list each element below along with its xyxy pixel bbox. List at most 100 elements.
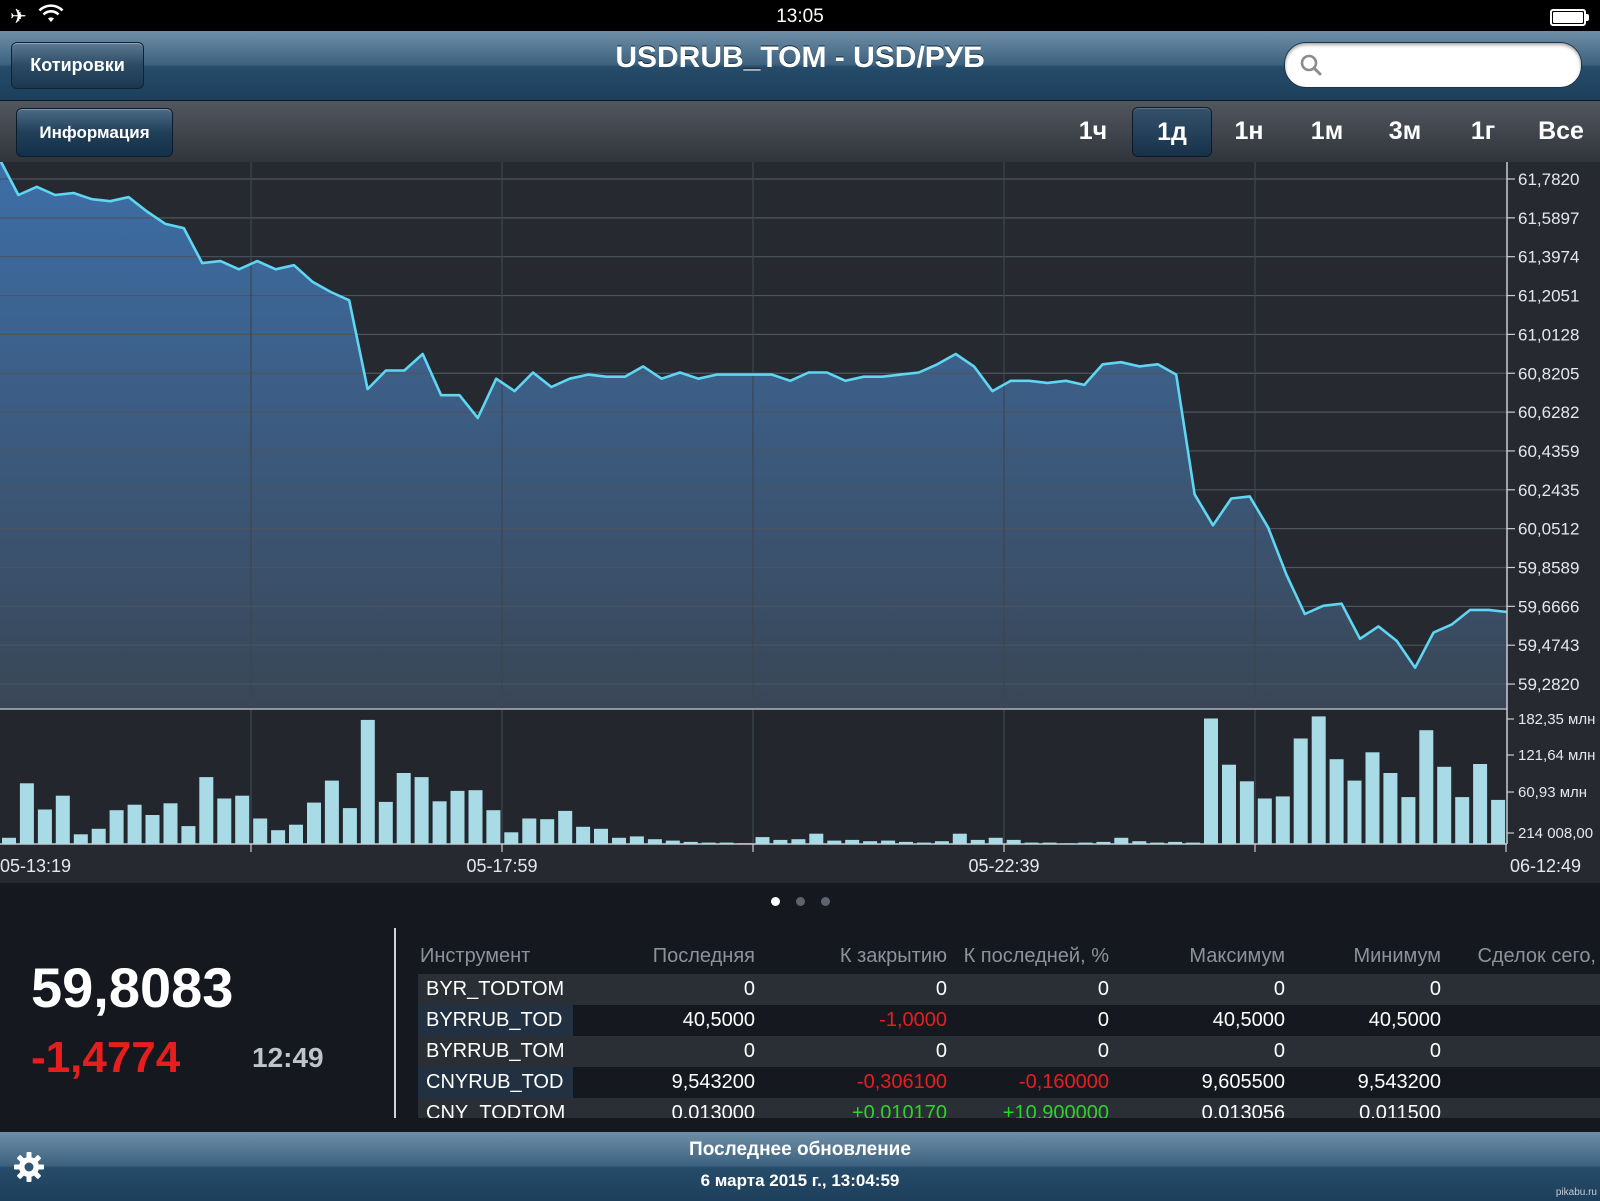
column-header[interactable]: К последней, % <box>963 945 1109 967</box>
price-tick-label: 61,0128 <box>1518 325 1579 344</box>
page-indicator[interactable] <box>0 893 1600 907</box>
volume-bar <box>665 840 680 844</box>
cell-deals <box>1445 1005 1600 1036</box>
volume-bar <box>360 719 375 844</box>
column-header[interactable]: К закрытию <box>839 945 947 967</box>
column-header[interactable]: Последняя <box>652 945 755 967</box>
chart-area[interactable]: 61,7820 61,5897 61,3974 61,2051 61,0128 60,82… <box>0 162 1600 883</box>
price-tick-label: 60,2435 <box>1518 481 1579 500</box>
volume-bar <box>970 839 985 844</box>
back-button-quotes[interactable]: Котировки <box>11 42 144 89</box>
x-tick-label: 05-13:19 <box>0 856 71 876</box>
volume-bar <box>37 809 52 844</box>
price-tick-label: 61,5897 <box>1518 209 1579 228</box>
range-button-2[interactable]: 1н <box>1234 117 1264 145</box>
range-button-6[interactable]: Все <box>1538 117 1584 145</box>
volume-bar <box>1239 781 1254 844</box>
cell-min: 0 <box>1289 974 1445 1005</box>
cell-to-last: -0,160000 <box>951 1067 1113 1098</box>
cell-min: 0 <box>1289 1036 1445 1067</box>
volume-bar <box>378 801 393 844</box>
quotes-table[interactable]: Инструмент Последняя К закрытию К последней… <box>418 918 1600 1118</box>
cell-max: 40,5000 <box>1113 1005 1289 1036</box>
page-dot-1[interactable] <box>795 897 805 906</box>
volume-tick-label: 60,93 млн <box>1518 784 1587 801</box>
price-volume-chart[interactable]: 61,7820 61,5897 61,3974 61,2051 61,0128 60,82… <box>0 162 1600 883</box>
x-tick-label: 05-17:59 <box>466 856 537 876</box>
volume-bar <box>1311 716 1326 844</box>
page-dot-2[interactable] <box>820 897 830 906</box>
cell-min: 40,5000 <box>1289 1005 1445 1036</box>
info-button[interactable]: Информация <box>16 108 173 157</box>
volume-bar <box>217 798 232 844</box>
volume-bar <box>594 828 608 844</box>
range-button-4[interactable]: 3м <box>1388 117 1422 145</box>
cell-to-last: +10,900000 <box>951 1098 1113 1118</box>
page-dot-0[interactable] <box>770 897 780 906</box>
volume-bar <box>2 837 16 844</box>
volume-bar <box>1078 842 1093 844</box>
page-title: USDRUB_TOM - USD/РУБ <box>615 41 985 74</box>
cell-deals <box>1445 1036 1600 1067</box>
volume-bar <box>91 828 106 844</box>
volume-bar <box>845 839 860 844</box>
chart-toolbar: Информация 1ч 1д 1н 1м 3м 1г Все <box>0 101 1600 163</box>
volume-bar <box>952 833 967 844</box>
column-header[interactable]: Максимум <box>1189 945 1285 967</box>
volume-bar <box>271 830 286 844</box>
cell-to-close: -1,0000 <box>759 1005 951 1036</box>
volume-bar <box>55 795 70 844</box>
table-row[interactable]: BYRRUB_TOM 0 0 0 0 0 <box>418 1036 1600 1067</box>
price-tick-label: 59,4743 <box>1518 636 1579 655</box>
volume-bar <box>19 783 34 844</box>
table-row[interactable]: CNYRUB_TOD 9,543200 -0,306100 -0,160000 9,60… <box>418 1067 1600 1098</box>
cell-min: 0,011500 <box>1289 1098 1445 1118</box>
volume-bar <box>145 815 160 844</box>
volume-bar <box>1383 773 1398 844</box>
cell-instrument: BYRRUB_TOD <box>418 1005 573 1036</box>
price-tick-label: 61,2051 <box>1518 287 1579 306</box>
volume-bar <box>1006 839 1021 844</box>
volume-bar <box>612 837 626 844</box>
volume-bar <box>486 810 501 844</box>
cell-deals <box>1445 1098 1600 1118</box>
cell-to-close: 0 <box>759 1036 951 1067</box>
volume-bar <box>1257 798 1272 844</box>
search-input[interactable] <box>1284 42 1582 88</box>
column-header[interactable]: Минимум <box>1353 945 1441 967</box>
price-tick-label: 60,6282 <box>1518 403 1579 422</box>
column-header[interactable]: Инструмент <box>420 945 531 967</box>
table-row[interactable]: BYRRUB_TOD 40,5000 -1,0000 0 40,5000 40,5000 <box>418 1005 1600 1036</box>
volume-bar <box>683 841 698 844</box>
range-button-1[interactable]: 1д <box>1132 107 1212 157</box>
range-button-5[interactable]: 1г <box>1470 117 1496 145</box>
volume-bar <box>1186 842 1201 844</box>
volume-bar <box>235 795 250 844</box>
gear-icon[interactable] <box>12 1150 46 1184</box>
price-change: -1,4774 <box>31 1033 181 1082</box>
current-price: 59,8083 <box>31 956 234 1019</box>
battery-icon <box>1550 9 1589 26</box>
cell-to-last: 0 <box>951 1005 1113 1036</box>
range-selector: 1ч 1д 1н 1м 3м 1г Все <box>1054 107 1600 157</box>
volume-bar <box>1275 796 1290 844</box>
cell-instrument: BYR_TODTOM <box>418 974 573 1005</box>
price-tick-label: 59,2820 <box>1518 675 1579 694</box>
range-button-0[interactable]: 1ч <box>1078 117 1108 145</box>
volume-bar <box>1401 797 1416 844</box>
volume-tick-label: 121,64 млн <box>1518 747 1595 764</box>
cell-deals <box>1445 1067 1600 1098</box>
table-row[interactable]: BYR_TODTOM 0 0 0 0 0 <box>418 974 1600 1005</box>
table-row[interactable]: CNY_TODTOM 0,013000 +0,010170 +10,900000 0,0… <box>418 1098 1600 1118</box>
volume-bar <box>289 824 303 844</box>
x-tick-label: 06-12:49 <box>1510 856 1581 876</box>
volume-bar <box>1024 842 1039 844</box>
volume-bar <box>647 839 662 844</box>
column-header[interactable]: Сделок сего, <box>1477 945 1596 967</box>
volume-bar <box>1168 841 1183 844</box>
volume-bar <box>1222 764 1236 844</box>
price-line <box>0 162 1508 669</box>
volume-bar <box>1365 752 1380 844</box>
range-button-3[interactable]: 1м <box>1310 117 1344 145</box>
volume-bar <box>1293 738 1308 844</box>
